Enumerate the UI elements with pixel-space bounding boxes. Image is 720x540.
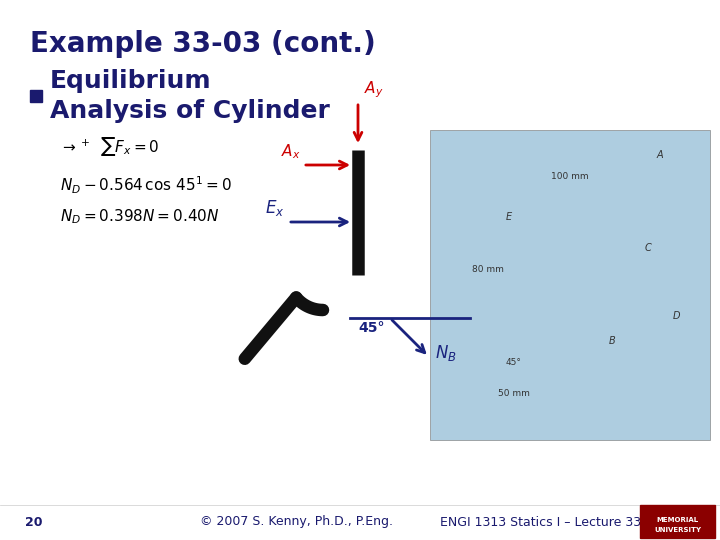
FancyBboxPatch shape [430, 130, 710, 440]
Text: A: A [657, 150, 663, 160]
Text: $N_D - 0.564\,\cos\,45^1 = 0$: $N_D - 0.564\,\cos\,45^1 = 0$ [60, 174, 232, 195]
Text: $\sum F_x = 0$: $\sum F_x = 0$ [100, 136, 159, 159]
Text: E: E [505, 212, 511, 222]
Text: 50 mm: 50 mm [498, 389, 530, 398]
Text: $E_x$: $E_x$ [264, 198, 284, 218]
Text: 100 mm: 100 mm [552, 172, 589, 181]
Text: MEMORIAL: MEMORIAL [657, 517, 698, 523]
Text: $N_D = 0.398N = 0.40N$: $N_D = 0.398N = 0.40N$ [60, 208, 220, 226]
Text: $\rightarrow^+$: $\rightarrow^+$ [60, 140, 91, 154]
Text: © 2007 S. Kenny, Ph.D., P.Eng.: © 2007 S. Kenny, Ph.D., P.Eng. [200, 516, 393, 529]
Text: 20: 20 [25, 516, 42, 529]
Bar [30, 90, 42, 102]
Text: UNIVERSITY: UNIVERSITY [654, 526, 701, 533]
Text: 45°: 45° [506, 358, 522, 367]
Text: Equilibrium
Analysis of Cylinder: Equilibrium Analysis of Cylinder [50, 69, 330, 123]
Text: 45°: 45° [358, 321, 384, 335]
Text: $A_x$: $A_x$ [282, 143, 301, 161]
Text: B: B [608, 336, 616, 346]
Text: ENGI 1313 Statics I – Lecture 33: ENGI 1313 Statics I – Lecture 33 [440, 516, 641, 529]
Text: $A_y$: $A_y$ [364, 79, 384, 100]
Text: $N_B$: $N_B$ [435, 343, 456, 363]
Text: D: D [672, 311, 680, 321]
Text: 80 mm: 80 mm [472, 265, 504, 274]
Bar [640, 505, 715, 538]
Text: Example 33-03 (cont.): Example 33-03 (cont.) [30, 30, 376, 58]
Text: C: C [645, 243, 652, 253]
